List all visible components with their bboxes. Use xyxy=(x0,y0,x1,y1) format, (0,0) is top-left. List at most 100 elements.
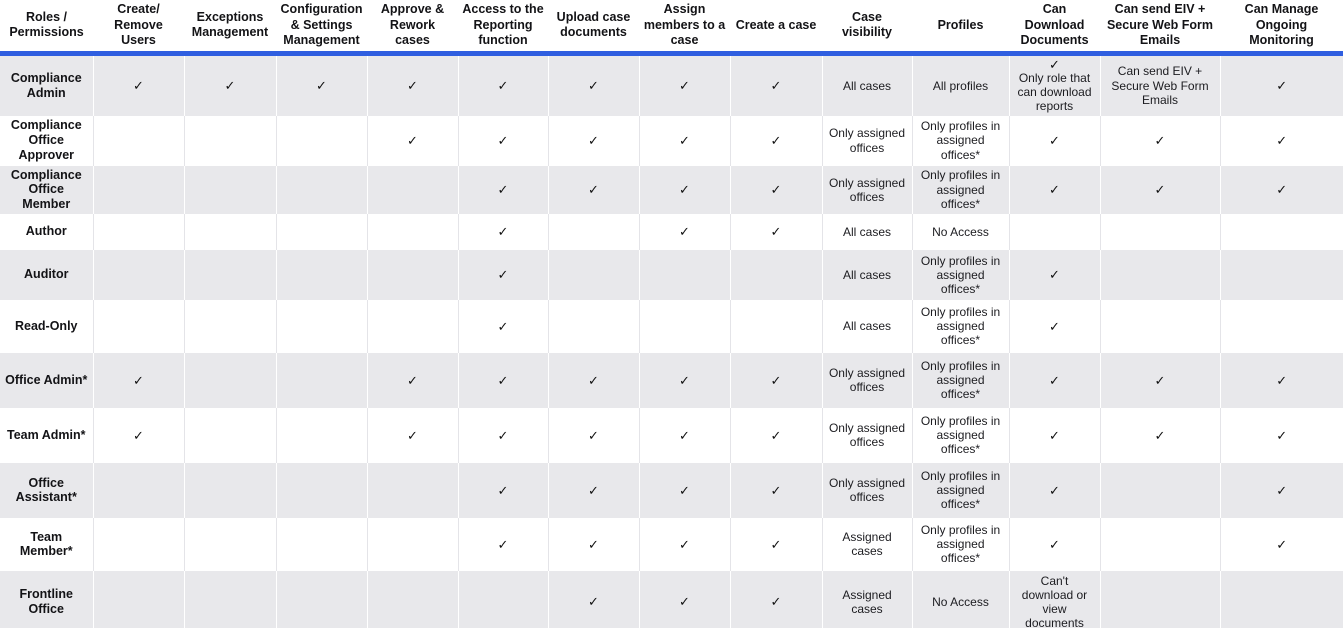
column-header-11: Can Download Documents xyxy=(1009,0,1100,56)
check-icon: ✓ xyxy=(730,407,823,463)
empty-cell xyxy=(276,517,368,571)
empty-cell xyxy=(93,165,185,214)
check-icon: ✓ xyxy=(1100,352,1221,408)
empty-cell xyxy=(730,299,823,353)
table-cell: Only assigned offices xyxy=(822,407,913,463)
empty-cell xyxy=(548,249,640,300)
check-icon: ✓ xyxy=(730,570,823,628)
check-icon: ✓ xyxy=(730,165,823,214)
role-label: Compliance Office Member xyxy=(0,165,94,214)
empty-cell xyxy=(367,517,459,571)
check-icon: ✓ xyxy=(639,462,731,518)
check-icon: ✓ xyxy=(639,213,731,250)
check-icon: ✓ xyxy=(1009,352,1101,408)
empty-cell xyxy=(1100,213,1221,250)
empty-cell xyxy=(1100,517,1221,571)
table-cell: Only assigned offices xyxy=(822,462,913,518)
table-row: Read-Only ✓ All cases Only profiles in assi… xyxy=(0,299,1343,353)
role-label: Team Member* xyxy=(0,517,94,571)
column-header-12: Can send EIV + Secure Web Form Emails xyxy=(1100,0,1220,56)
check-icon: ✓ xyxy=(1100,407,1221,463)
check-icon: ✓ xyxy=(458,249,549,300)
check-icon: ✓ xyxy=(548,165,640,214)
role-label: Compliance Admin xyxy=(0,53,94,116)
table-cell: Only assigned offices xyxy=(822,165,913,214)
check-icon: ✓ xyxy=(458,115,549,166)
check-icon: ✓ xyxy=(730,462,823,518)
check-icon: ✓ xyxy=(276,53,368,116)
table-cell: Only profiles in assigned offices* xyxy=(912,352,1010,408)
check-icon: ✓ xyxy=(93,53,185,116)
check-icon: ✓ xyxy=(1009,407,1101,463)
role-label: Office Admin* xyxy=(0,352,94,408)
check-icon: ✓ xyxy=(1009,299,1101,353)
header-row: Roles / Permissions Create/ Remove Users E… xyxy=(0,0,1343,56)
empty-cell xyxy=(367,462,459,518)
empty-cell xyxy=(1220,570,1343,628)
table-row: Compliance Office Approver ✓ ✓ ✓ ✓ ✓ Only assi… xyxy=(0,115,1343,166)
table-row: Office Assistant* ✓ ✓ ✓ ✓ Only assigned offic… xyxy=(0,462,1343,518)
empty-cell xyxy=(184,517,277,571)
table-row: Team Admin* ✓ ✓ ✓ ✓ ✓ ✓ Only assigned offices On… xyxy=(0,407,1343,463)
check-icon: ✓ xyxy=(367,53,459,116)
column-header-1: Create/ Remove Users xyxy=(93,0,184,56)
empty-cell xyxy=(93,462,185,518)
check-icon: ✓ xyxy=(93,352,185,408)
check-icon: ✓ xyxy=(639,53,731,116)
table-cell: No Access xyxy=(912,213,1010,250)
check-icon: ✓ xyxy=(1009,249,1101,300)
empty-cell xyxy=(639,299,731,353)
table-cell: Only profiles in assigned offices* xyxy=(912,165,1010,214)
empty-cell xyxy=(276,299,368,353)
empty-cell xyxy=(276,249,368,300)
empty-cell xyxy=(1220,213,1343,250)
check-icon: ✓ xyxy=(639,570,731,628)
check-icon: ✓ xyxy=(639,352,731,408)
empty-cell xyxy=(1220,299,1343,353)
column-header-13: Can Manage Ongoing Monitoring xyxy=(1220,0,1343,56)
table-cell: Assigned cases xyxy=(822,517,913,571)
empty-cell xyxy=(1100,570,1221,628)
column-header-0: Roles / Permissions xyxy=(0,0,93,56)
table-cell: Only assigned offices xyxy=(822,115,913,166)
table-row: Auditor ✓ All cases Only profiles in assign… xyxy=(0,249,1343,300)
empty-cell xyxy=(184,407,277,463)
check-icon: ✓ xyxy=(458,462,549,518)
check-icon: ✓ xyxy=(367,352,459,408)
check-icon: ✓ xyxy=(548,352,640,408)
check-icon: ✓ xyxy=(1100,115,1221,166)
check-icon: ✓ xyxy=(639,517,731,571)
column-header-3: Configuration & Settings Management xyxy=(276,0,367,56)
role-label: Auditor xyxy=(0,249,94,300)
check-icon: ✓ xyxy=(639,165,731,214)
table-row: Author ✓ ✓ ✓ All cases No Access xyxy=(0,213,1343,250)
role-label: Read-Only xyxy=(0,299,94,353)
empty-cell xyxy=(730,249,823,300)
empty-cell xyxy=(93,299,185,353)
empty-cell xyxy=(276,407,368,463)
check-icon: ✓ xyxy=(548,462,640,518)
table-row: Team Member* ✓ ✓ ✓ ✓ Assigned cases Only profi… xyxy=(0,517,1343,571)
check-icon: ✓ xyxy=(1220,462,1343,518)
empty-cell xyxy=(93,570,185,628)
table-row: Compliance Office Member ✓ ✓ ✓ ✓ Only assigne… xyxy=(0,165,1343,214)
table-body: Compliance Admin ✓ ✓ ✓ ✓ ✓ ✓ ✓ ✓ All cases All pro… xyxy=(0,53,1343,628)
column-header-7: Assign members to a case xyxy=(639,0,730,56)
check-icon: ✓ xyxy=(1049,56,1060,72)
role-label: Author xyxy=(0,213,94,250)
empty-cell xyxy=(93,213,185,250)
check-icon: ✓ xyxy=(1220,407,1343,463)
check-icon: ✓ xyxy=(458,299,549,353)
table-row: Compliance Admin ✓ ✓ ✓ ✓ ✓ ✓ ✓ ✓ All cases All pro… xyxy=(0,53,1343,116)
column-header-5: Access to the Reporting function xyxy=(458,0,548,56)
empty-cell xyxy=(184,352,277,408)
table-cell: Only profiles in assigned offices* xyxy=(912,517,1010,571)
column-header-9: Case visibility xyxy=(822,0,912,56)
table-cell: Can't download or view documents xyxy=(1009,570,1101,628)
empty-cell xyxy=(184,570,277,628)
empty-cell xyxy=(276,165,368,214)
check-icon: ✓ xyxy=(1220,517,1343,571)
check-icon: ✓ xyxy=(1220,115,1343,166)
check-icon: ✓ xyxy=(730,213,823,250)
